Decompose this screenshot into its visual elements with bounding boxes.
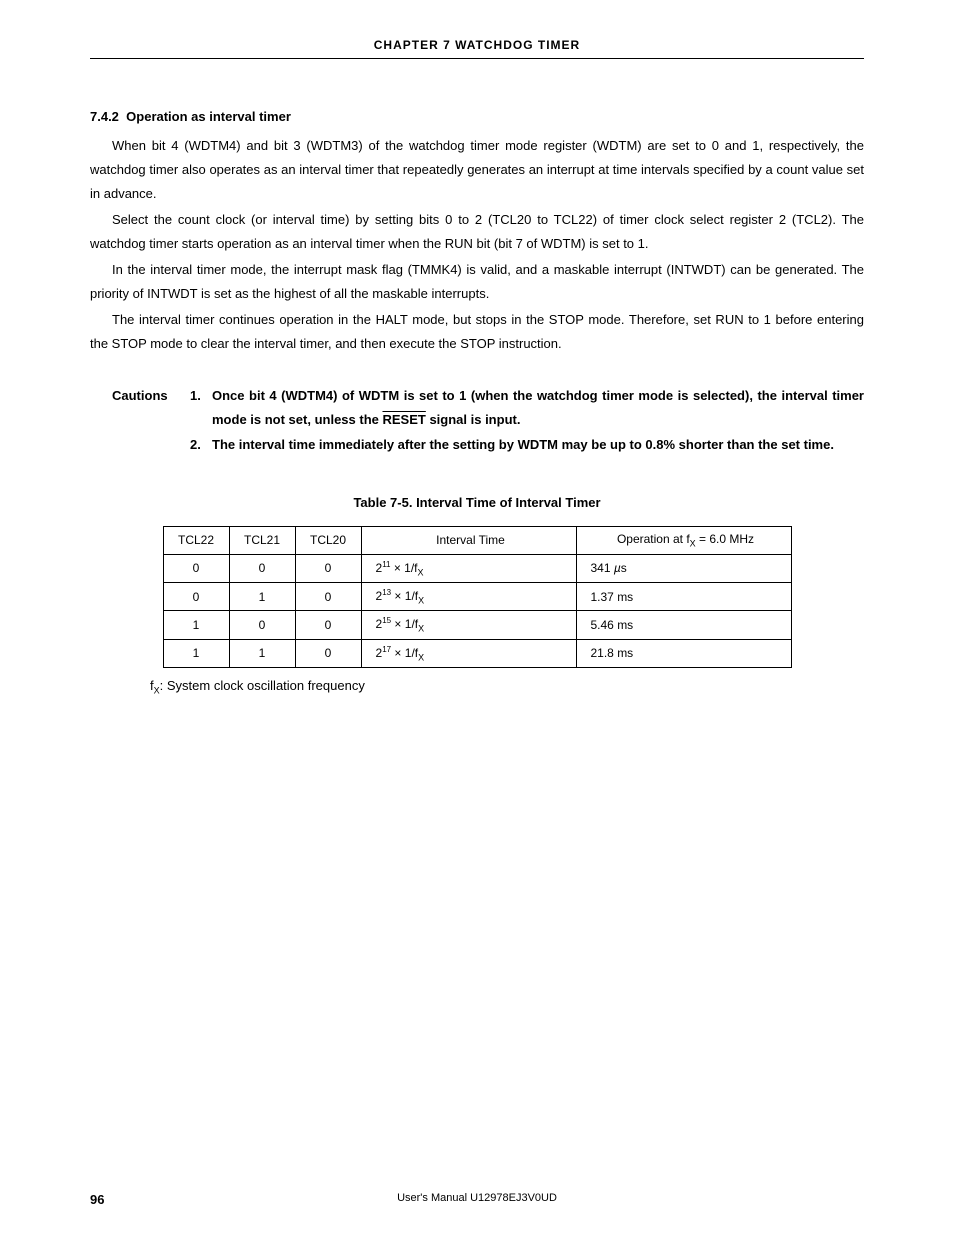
col4-suffix: = 6.0 MHz (696, 532, 754, 546)
paragraph-1: When bit 4 (WDTM4) and bit 3 (WDTM3) of … (90, 134, 864, 206)
section-number: 7.4.2 (90, 109, 119, 124)
table-body: 000211 × 1/fX341 µs010213 × 1/fX1.37 ms1… (163, 554, 791, 668)
paragraph-4: The interval timer continues operation i… (90, 308, 864, 356)
table-header-tcl21: TCL21 (229, 526, 295, 554)
paragraph-2: Select the count clock (or interval time… (90, 208, 864, 256)
cell-tcl22: 1 (163, 639, 229, 667)
chapter-header: CHAPTER 7 WATCHDOG TIMER (90, 38, 864, 58)
cell-tcl21: 1 (229, 639, 295, 667)
caution-number: 1. (190, 384, 212, 432)
caution-1-pre: Once bit 4 (WDTM4) of WDTM is set to 1 (… (212, 388, 864, 427)
table-header-row: TCL22 TCL21 TCL20 Interval Time Operatio… (163, 526, 791, 554)
footer-manual-id: User's Manual U12978EJ3V0UD (90, 1192, 864, 1204)
caution-text: The interval time immediately after the … (212, 433, 864, 457)
cell-tcl20: 0 (295, 554, 361, 582)
section-heading: 7.4.2 Operation as interval timer (90, 109, 864, 124)
reset-signal-overline: RESET (382, 412, 425, 427)
cell-operation: 341 µs (576, 554, 791, 582)
caution-item-2: 2. The interval time immediately after t… (190, 433, 864, 457)
cautions-items: 1. Once bit 4 (WDTM4) of WDTM is set to … (190, 384, 864, 456)
header-rule (90, 58, 864, 59)
cell-tcl22: 0 (163, 582, 229, 610)
cell-operation: 21.8 ms (576, 639, 791, 667)
table-row: 000211 × 1/fX341 µs (163, 554, 791, 582)
cell-interval: 213 × 1/fX (361, 582, 576, 610)
caution-text: Once bit 4 (WDTM4) of WDTM is set to 1 (… (212, 384, 864, 432)
cell-operation: 5.46 ms (576, 611, 791, 639)
table-header-tcl20: TCL20 (295, 526, 361, 554)
caution-item-1: 1. Once bit 4 (WDTM4) of WDTM is set to … (190, 384, 864, 432)
cell-tcl21: 0 (229, 554, 295, 582)
page-container: CHAPTER 7 WATCHDOG TIMER 7.4.2 Operation… (0, 0, 954, 1235)
cell-tcl20: 0 (295, 611, 361, 639)
cell-tcl21: 0 (229, 611, 295, 639)
table-footnote: fX: System clock oscillation frequency (150, 678, 864, 696)
paragraph-3: In the interval timer mode, the interrup… (90, 258, 864, 306)
table-header-operation: Operation at fX = 6.0 MHz (576, 526, 791, 554)
col4-prefix: Operation at f (617, 532, 690, 546)
cautions-block: Cautions 1. Once bit 4 (WDTM4) of WDTM i… (90, 384, 864, 456)
caution-1-post: signal is input. (426, 412, 521, 427)
table-row: 010213 × 1/fX1.37 ms (163, 582, 791, 610)
note-suffix: : System clock oscillation frequency (160, 678, 365, 693)
cell-tcl20: 0 (295, 639, 361, 667)
cell-tcl22: 0 (163, 554, 229, 582)
cell-interval: 215 × 1/fX (361, 611, 576, 639)
cell-interval: 217 × 1/fX (361, 639, 576, 667)
page-footer: 96 User's Manual U12978EJ3V0UD (90, 1192, 864, 1207)
table-title: Table 7-5. Interval Time of Interval Tim… (90, 495, 864, 510)
cell-operation: 1.37 ms (576, 582, 791, 610)
cell-tcl22: 1 (163, 611, 229, 639)
cell-interval: 211 × 1/fX (361, 554, 576, 582)
interval-time-table: TCL22 TCL21 TCL20 Interval Time Operatio… (163, 526, 792, 669)
cell-tcl21: 1 (229, 582, 295, 610)
caution-number: 2. (190, 433, 212, 457)
section-title-text: Operation as interval timer (126, 109, 291, 124)
table-header-interval: Interval Time (361, 526, 576, 554)
table-row: 100215 × 1/fX5.46 ms (163, 611, 791, 639)
table-header-tcl22: TCL22 (163, 526, 229, 554)
table-row: 110217 × 1/fX21.8 ms (163, 639, 791, 667)
cautions-label: Cautions (112, 384, 190, 456)
cell-tcl20: 0 (295, 582, 361, 610)
